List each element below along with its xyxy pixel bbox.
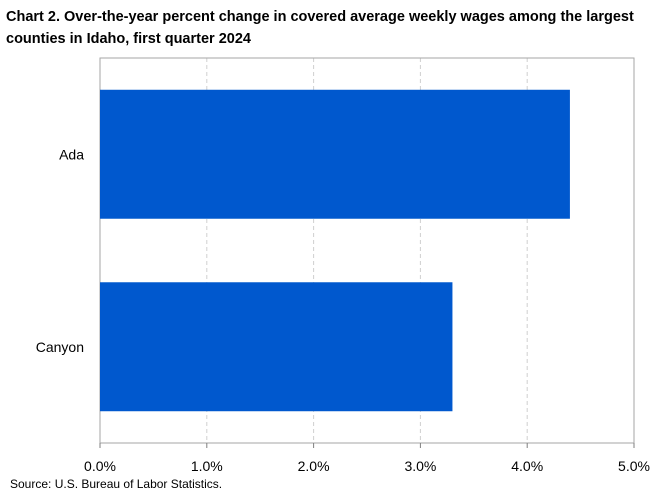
x-tick-label: 2.0% [298, 458, 330, 474]
category-labels: Ada Canyon [36, 146, 84, 355]
x-tick-label: 4.0% [511, 458, 543, 474]
category-label: Ada [59, 146, 84, 162]
bar-ada [100, 89, 570, 219]
x-tick-label: 1.0% [191, 458, 223, 474]
bars [100, 89, 570, 412]
x-tick-label: 3.0% [404, 458, 436, 474]
bar-canyon [100, 282, 453, 412]
source-note: Source: U.S. Bureau of Labor Statistics. [10, 477, 223, 491]
x-tick-label: 5.0% [618, 458, 650, 474]
chart-title: Chart 2. Over-the-year percent change in… [6, 9, 634, 47]
plot-frame [99, 57, 635, 444]
x-tick-labels: 0.0% 1.0% 2.0% 3.0% 4.0% 5.0% [84, 443, 650, 474]
x-tick-label: 0.0% [84, 458, 116, 474]
category-label: Canyon [36, 339, 84, 355]
